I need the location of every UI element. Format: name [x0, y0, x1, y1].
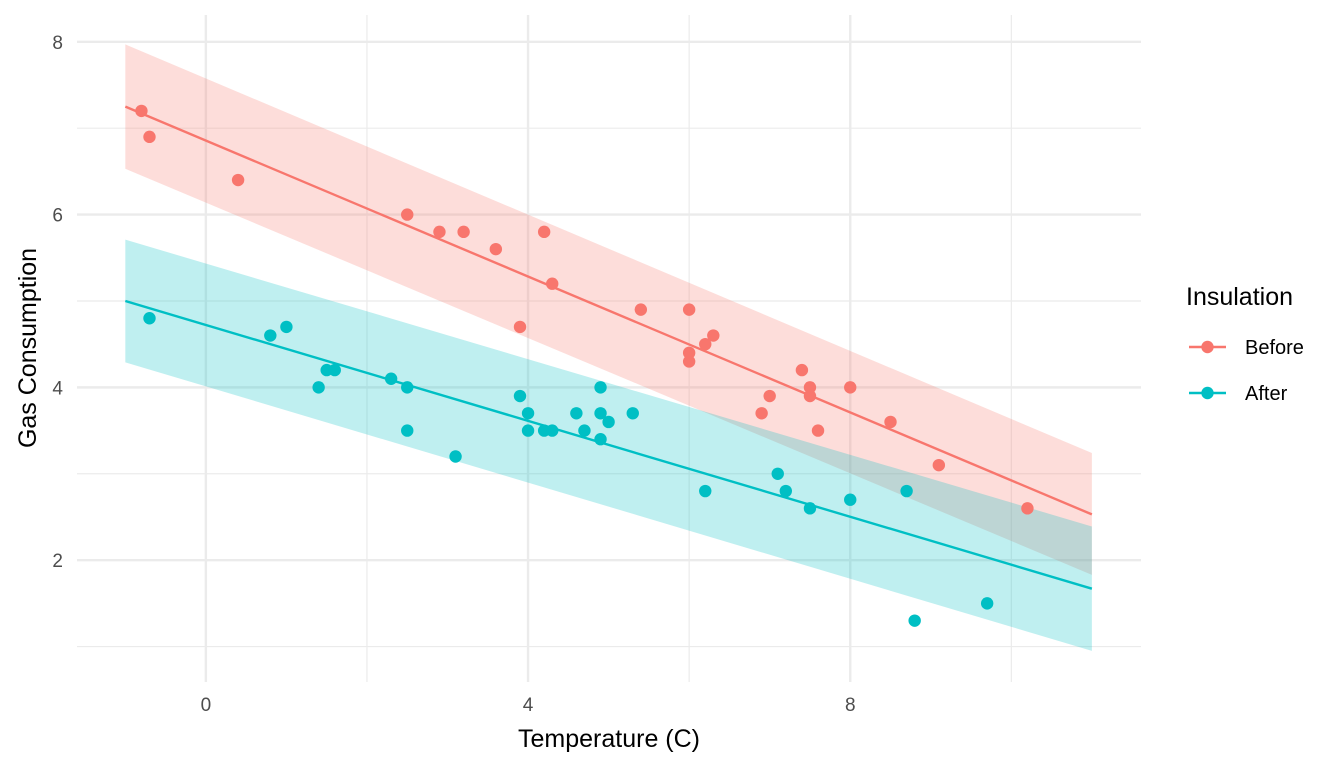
point-before: [537, 225, 551, 239]
legend-title: Insulation: [1186, 283, 1293, 311]
fit-line-before: [124, 105, 1093, 516]
fit-line-after: [124, 299, 1093, 590]
legend-entries: Before After: [1189, 337, 1304, 405]
point-after: [602, 415, 615, 429]
point-after: [264, 329, 277, 342]
point-before: [231, 173, 245, 187]
y-tick-label: 4: [52, 378, 63, 399]
point-before: [401, 208, 414, 221]
legend-entry-before: Before: [1189, 337, 1304, 359]
point-after: [449, 450, 462, 463]
point-before: [135, 104, 148, 118]
point-before: [803, 381, 817, 394]
legend-label-after: After: [1245, 383, 1288, 405]
point-before: [844, 381, 857, 394]
y-tick-label: 8: [52, 33, 63, 54]
point-after: [570, 407, 583, 420]
legend: Insulation Before After: [1186, 283, 1304, 405]
x-axis-ticks: 0 4 8: [201, 695, 856, 716]
point-after: [699, 484, 712, 498]
point-before: [457, 225, 470, 239]
data-points: [135, 104, 1034, 627]
x-tick-label: 0: [201, 695, 212, 716]
point-after: [771, 467, 784, 480]
x-tick-label: 4: [523, 695, 534, 716]
point-after: [844, 493, 857, 506]
regression-lines: [124, 105, 1093, 590]
point-before: [489, 242, 503, 256]
point-after: [546, 424, 559, 437]
point-after: [312, 381, 325, 394]
point-after: [513, 389, 527, 403]
legend-label-before: Before: [1245, 337, 1304, 359]
major-gridlines: [77, 15, 1141, 682]
point-after: [578, 424, 591, 437]
point-before: [803, 389, 817, 403]
point-before: [634, 303, 648, 316]
y-axis-title: Gas Consumption: [14, 248, 42, 448]
point-after: [626, 407, 639, 420]
point-before: [1021, 502, 1034, 515]
point-before: [932, 458, 946, 472]
y-tick-label: 2: [52, 551, 63, 572]
legend-entry-after: After: [1189, 383, 1288, 405]
point-after: [594, 407, 607, 420]
point-after: [521, 424, 535, 437]
point-before: [811, 424, 825, 437]
x-axis-title: Temperature (C): [518, 725, 700, 753]
point-after: [803, 502, 817, 515]
point-before: [707, 329, 720, 342]
point-before: [143, 130, 156, 144]
point-after: [328, 363, 341, 377]
point-after: [384, 372, 398, 385]
point-after: [779, 484, 792, 498]
minor-gridlines: [77, 15, 1141, 682]
point-before: [546, 277, 559, 290]
point-after: [280, 320, 293, 334]
point-before: [433, 225, 446, 239]
point-after: [908, 614, 921, 627]
point-after: [980, 597, 994, 610]
point-before: [699, 337, 712, 351]
point-before: [755, 407, 768, 420]
legend-point-after: [1201, 386, 1214, 400]
point-after: [594, 433, 607, 446]
point-after: [594, 381, 607, 394]
point-after: [900, 484, 913, 498]
point-before: [682, 346, 696, 360]
point-before: [682, 355, 696, 368]
y-tick-label: 6: [52, 206, 63, 227]
legend-point-before: [1201, 340, 1214, 354]
point-before: [884, 415, 897, 429]
point-after: [143, 312, 156, 325]
point-after: [401, 381, 414, 394]
point-before: [795, 363, 809, 377]
x-tick-label: 8: [845, 695, 856, 716]
point-before: [763, 389, 776, 403]
point-after: [401, 424, 414, 437]
point-before: [682, 303, 696, 316]
y-axis-ticks: 2 4 6 8: [52, 33, 63, 572]
point-after: [521, 407, 535, 420]
point-before: [513, 320, 527, 334]
